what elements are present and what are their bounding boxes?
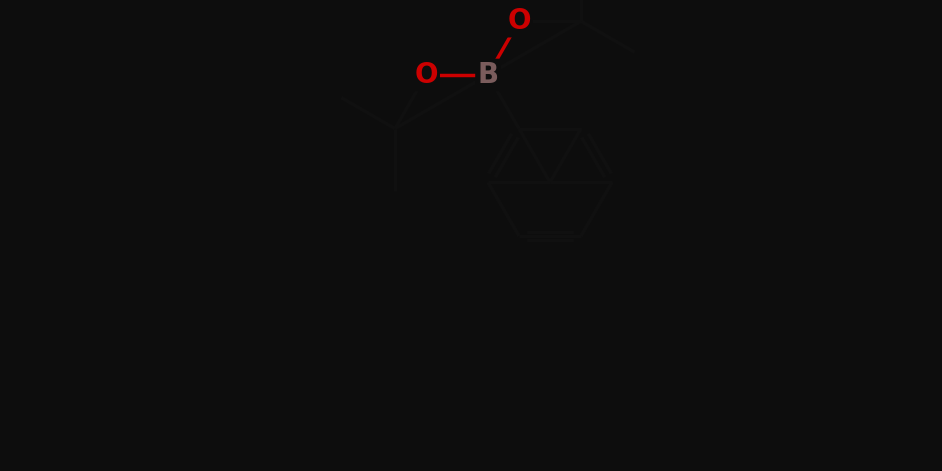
Text: O: O (507, 7, 530, 35)
Text: B: B (478, 61, 498, 89)
Text: O: O (414, 61, 438, 89)
